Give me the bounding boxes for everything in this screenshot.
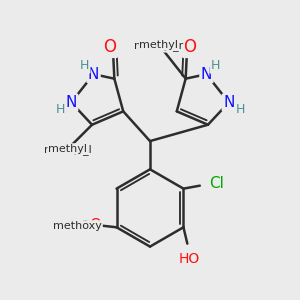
Text: H: H [56,103,65,116]
Text: N: N [88,67,99,82]
Text: methoxy: methoxy [53,221,102,231]
Text: O: O [103,38,116,56]
Text: N: N [223,95,235,110]
Text: O: O [89,218,101,233]
Text: methyl: methyl [48,144,87,154]
Text: methyl_r: methyl_r [134,40,184,51]
Text: Cl: Cl [209,176,224,191]
Text: methyl: methyl [140,40,178,50]
Text: N: N [201,67,212,82]
Text: H: H [80,59,89,72]
Text: H: H [236,103,245,116]
Text: HO: HO [179,252,200,266]
Text: me2: me2 [62,219,90,232]
Text: H: H [211,59,220,72]
Text: N: N [65,95,77,110]
Text: methyl_l: methyl_l [44,145,92,155]
Text: O: O [184,38,196,56]
